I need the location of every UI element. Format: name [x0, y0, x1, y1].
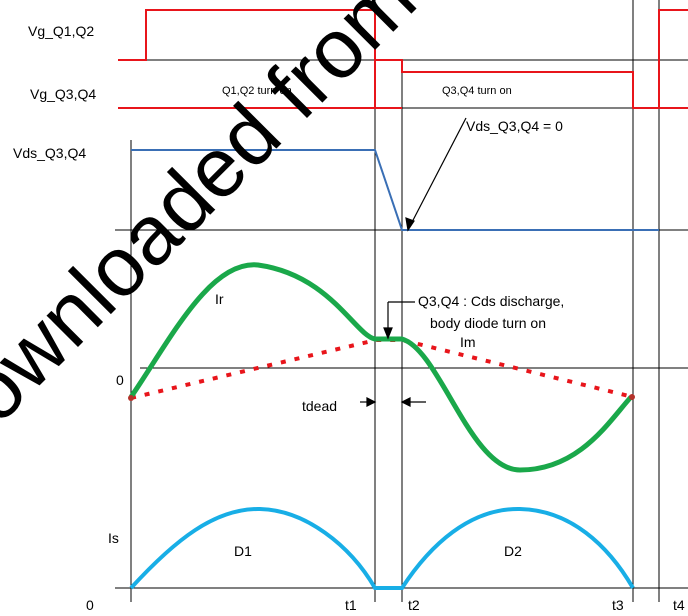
vds-zero-arrow-line	[409, 117, 467, 227]
im-end-dot	[629, 394, 635, 400]
label-zero-mid: 0	[116, 372, 124, 388]
label-zero-bottom: 0	[86, 597, 94, 613]
is-waveform	[129, 506, 635, 590]
label-vds-zero: Vds_Q3,Q4 = 0	[466, 118, 563, 134]
im-start-dot	[128, 395, 134, 401]
label-t2: t2	[408, 597, 420, 613]
label-cds-line2: body diode turn on	[430, 315, 546, 331]
vg-q1q2-waveform	[118, 9, 402, 109]
label-d1: D1	[234, 543, 252, 559]
label-vg-q3q4: Vg_Q3,Q4	[30, 86, 96, 102]
ir-waveform	[128, 262, 633, 473]
label-t1: t1	[345, 597, 357, 613]
label-q3q4-turn-on: Q3,Q4 turn on	[442, 85, 512, 97]
label-t4: t4	[673, 597, 685, 613]
cds-arrow-head	[383, 327, 393, 340]
label-vg-q1q2: Vg_Q1,Q2	[28, 23, 94, 39]
annotation-arrows	[360, 117, 467, 407]
label-cds-line1: Q3,Q4 : Cds discharge,	[418, 293, 564, 309]
label-t3: t3	[612, 597, 624, 613]
vds-zero-arrow-head	[405, 217, 415, 232]
vg-q1q2-waveform-next	[658, 9, 688, 108]
vg-q3q4-waveform	[118, 59, 688, 109]
label-im: Im	[460, 334, 476, 350]
vds-waveform	[131, 149, 659, 231]
label-ir: Ir	[215, 291, 224, 307]
label-vds-q3q4: Vds_Q3,Q4	[13, 145, 86, 161]
label-q1q2-turn-on: Q1,Q2 turn on	[222, 85, 292, 97]
label-d2: D2	[504, 543, 522, 559]
im-waveform	[130, 338, 634, 400]
time-markers	[130, 0, 660, 602]
label-tdead: tdead	[302, 398, 337, 414]
tdead-arrow-left-head	[366, 397, 377, 407]
tdead-arrow-right-head	[400, 397, 411, 407]
label-is: Is	[108, 530, 119, 546]
